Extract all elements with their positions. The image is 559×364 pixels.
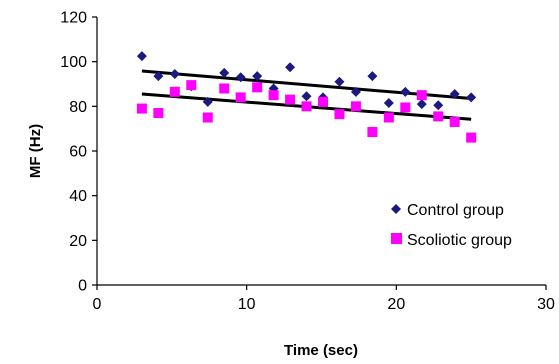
data-point-scoliotic <box>334 109 344 119</box>
data-point-scoliotic <box>351 101 361 111</box>
y-tick-label: 120 <box>60 10 87 27</box>
legend-item-control: Control group <box>391 202 504 219</box>
data-point-control <box>400 87 410 97</box>
data-point-control <box>417 99 427 109</box>
legend-label-control: Control group <box>407 202 504 219</box>
y-tick-label: 20 <box>69 233 87 250</box>
data-point-scoliotic <box>252 82 262 92</box>
data-point-control <box>137 51 147 61</box>
x-tick-label: 10 <box>238 296 256 313</box>
legend-label-scoliotic: Scoliotic group <box>407 232 512 249</box>
legend-item-scoliotic: Scoliotic group <box>391 232 512 249</box>
data-point-scoliotic <box>433 111 443 121</box>
data-point-scoliotic <box>400 102 410 112</box>
data-point-scoliotic <box>367 127 377 137</box>
ticks: 0 20 40 60 80 100 120 0 10 20 30 <box>60 10 555 314</box>
data-point-scoliotic <box>417 90 427 100</box>
y-tick-label: 40 <box>69 188 87 205</box>
data-point-scoliotic <box>318 97 328 107</box>
data-point-control <box>334 77 344 87</box>
y-tick-label: 80 <box>69 99 87 116</box>
data-point-control <box>433 100 443 110</box>
y-axis-title: MF (Hz) <box>27 124 44 178</box>
data-point-scoliotic <box>170 87 180 97</box>
legend-marker-square <box>391 233 402 244</box>
data-point-scoliotic <box>450 117 460 127</box>
data-point-control <box>367 71 377 81</box>
data-point-control <box>466 92 476 102</box>
legend-marker-diamond <box>391 204 401 214</box>
x-tick-label: 20 <box>387 296 405 313</box>
y-tick-label: 0 <box>78 278 87 295</box>
data-point-control <box>170 69 180 79</box>
legend: Control group Scoliotic group <box>391 202 512 249</box>
data-point-scoliotic <box>219 83 229 93</box>
data-point-control <box>302 91 312 101</box>
data-point-scoliotic <box>285 95 295 105</box>
data-point-control <box>285 62 295 72</box>
data-point-scoliotic <box>203 113 213 123</box>
x-axis-title: Time (sec) <box>284 342 358 359</box>
data-point-scoliotic <box>384 113 394 123</box>
y-tick-label: 100 <box>60 54 87 71</box>
x-tick-label: 0 <box>93 296 102 313</box>
y-tick-label: 60 <box>69 144 87 161</box>
data-point-scoliotic <box>137 104 147 114</box>
data-point-scoliotic <box>153 108 163 118</box>
x-tick-label: 30 <box>537 296 555 313</box>
data-point-control <box>384 98 394 108</box>
data-point-scoliotic <box>236 92 246 102</box>
data-point-scoliotic <box>302 101 312 111</box>
data-point-scoliotic <box>186 80 196 90</box>
data-point-scoliotic <box>466 133 476 143</box>
data-point-scoliotic <box>269 90 279 100</box>
